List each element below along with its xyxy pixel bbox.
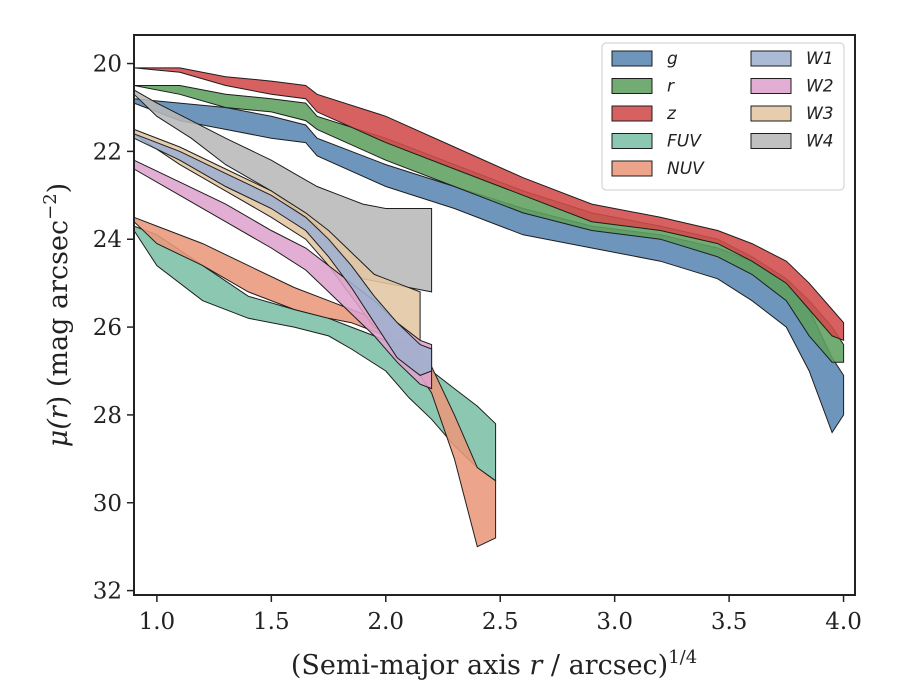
legend-swatch-w4 [750,133,792,149]
y-tick-label: 20 [93,52,122,78]
band-g [133,98,845,434]
legend-swatch-w1 [750,50,792,67]
profile-bands [133,67,845,548]
y-axis-label-close: ) [43,183,74,194]
legend-label-nuv: NUV [667,159,705,179]
x-axis-label: (Semi-major axis r / arcsec)1/4 [291,647,697,681]
legend-swatch-w3 [750,105,792,122]
y-axis-label-prefix: μ( [43,418,74,448]
legend-swatch-w2 [750,78,792,94]
legend-label-z: z [666,104,677,124]
legend-label-r: r [667,77,675,97]
legend-label-g: g [667,49,678,69]
x-axis-label-suffix: / arcsec) [542,650,668,681]
legend-swatch-z [611,105,653,122]
legend-swatch-g [611,50,653,67]
x-tick-label: 3.5 [711,609,748,635]
legend-label-w2: W2 [806,77,834,97]
legend-swatch-r [611,78,653,94]
band-w2 [133,159,433,390]
legend-swatch-fuv [611,133,653,149]
y-tick-label: 32 [93,579,122,605]
x-tick-label: 2.5 [482,609,519,635]
y-axis-ticks: 20 22 24 26 28 30 32 [93,52,134,605]
legend: grz FUV NUV W1 W2 W3 W4 [601,42,845,191]
y-axis-label-exponent: −2 [40,193,61,220]
x-tick-label: 1.0 [139,609,176,635]
x-tick-label: 1.5 [253,609,290,635]
band-z [133,67,845,342]
y-axis-label-suffix: ) (mag arcsec [43,220,74,406]
plot-frame [133,34,856,596]
x-axis-label-prefix: (Semi-major axis [291,650,530,681]
x-axis-label-var: r [529,650,544,681]
legend-swatch-nuv [611,160,653,177]
band-w1 [133,133,433,376]
x-axis-label-exponent: 1/4 [668,647,697,668]
y-axis-label: μ(r) (mag arcsec−2) [40,183,74,447]
y-tick-label: 24 [93,227,122,253]
x-tick-label: 4.0 [825,609,862,635]
band-w4 [133,89,433,293]
x-tick-label: 2.0 [367,609,404,635]
legend-label-w4: W4 [806,132,834,152]
y-tick-label: 28 [93,403,122,429]
y-tick-label: 30 [93,491,122,517]
y-tick-label: 22 [93,139,122,165]
y-axis-label-var: r [43,404,74,419]
x-axis-ticks: 1.0 1.5 2.0 2.5 3.0 3.5 4.0 [139,595,862,635]
y-tick-label: 26 [93,315,122,341]
legend-label-fuv: FUV [667,132,702,152]
legend-label-w3: W3 [806,104,834,124]
legend-label-w1: W1 [806,49,834,69]
band-nuv [133,216,497,548]
x-tick-label: 3.0 [596,609,633,635]
